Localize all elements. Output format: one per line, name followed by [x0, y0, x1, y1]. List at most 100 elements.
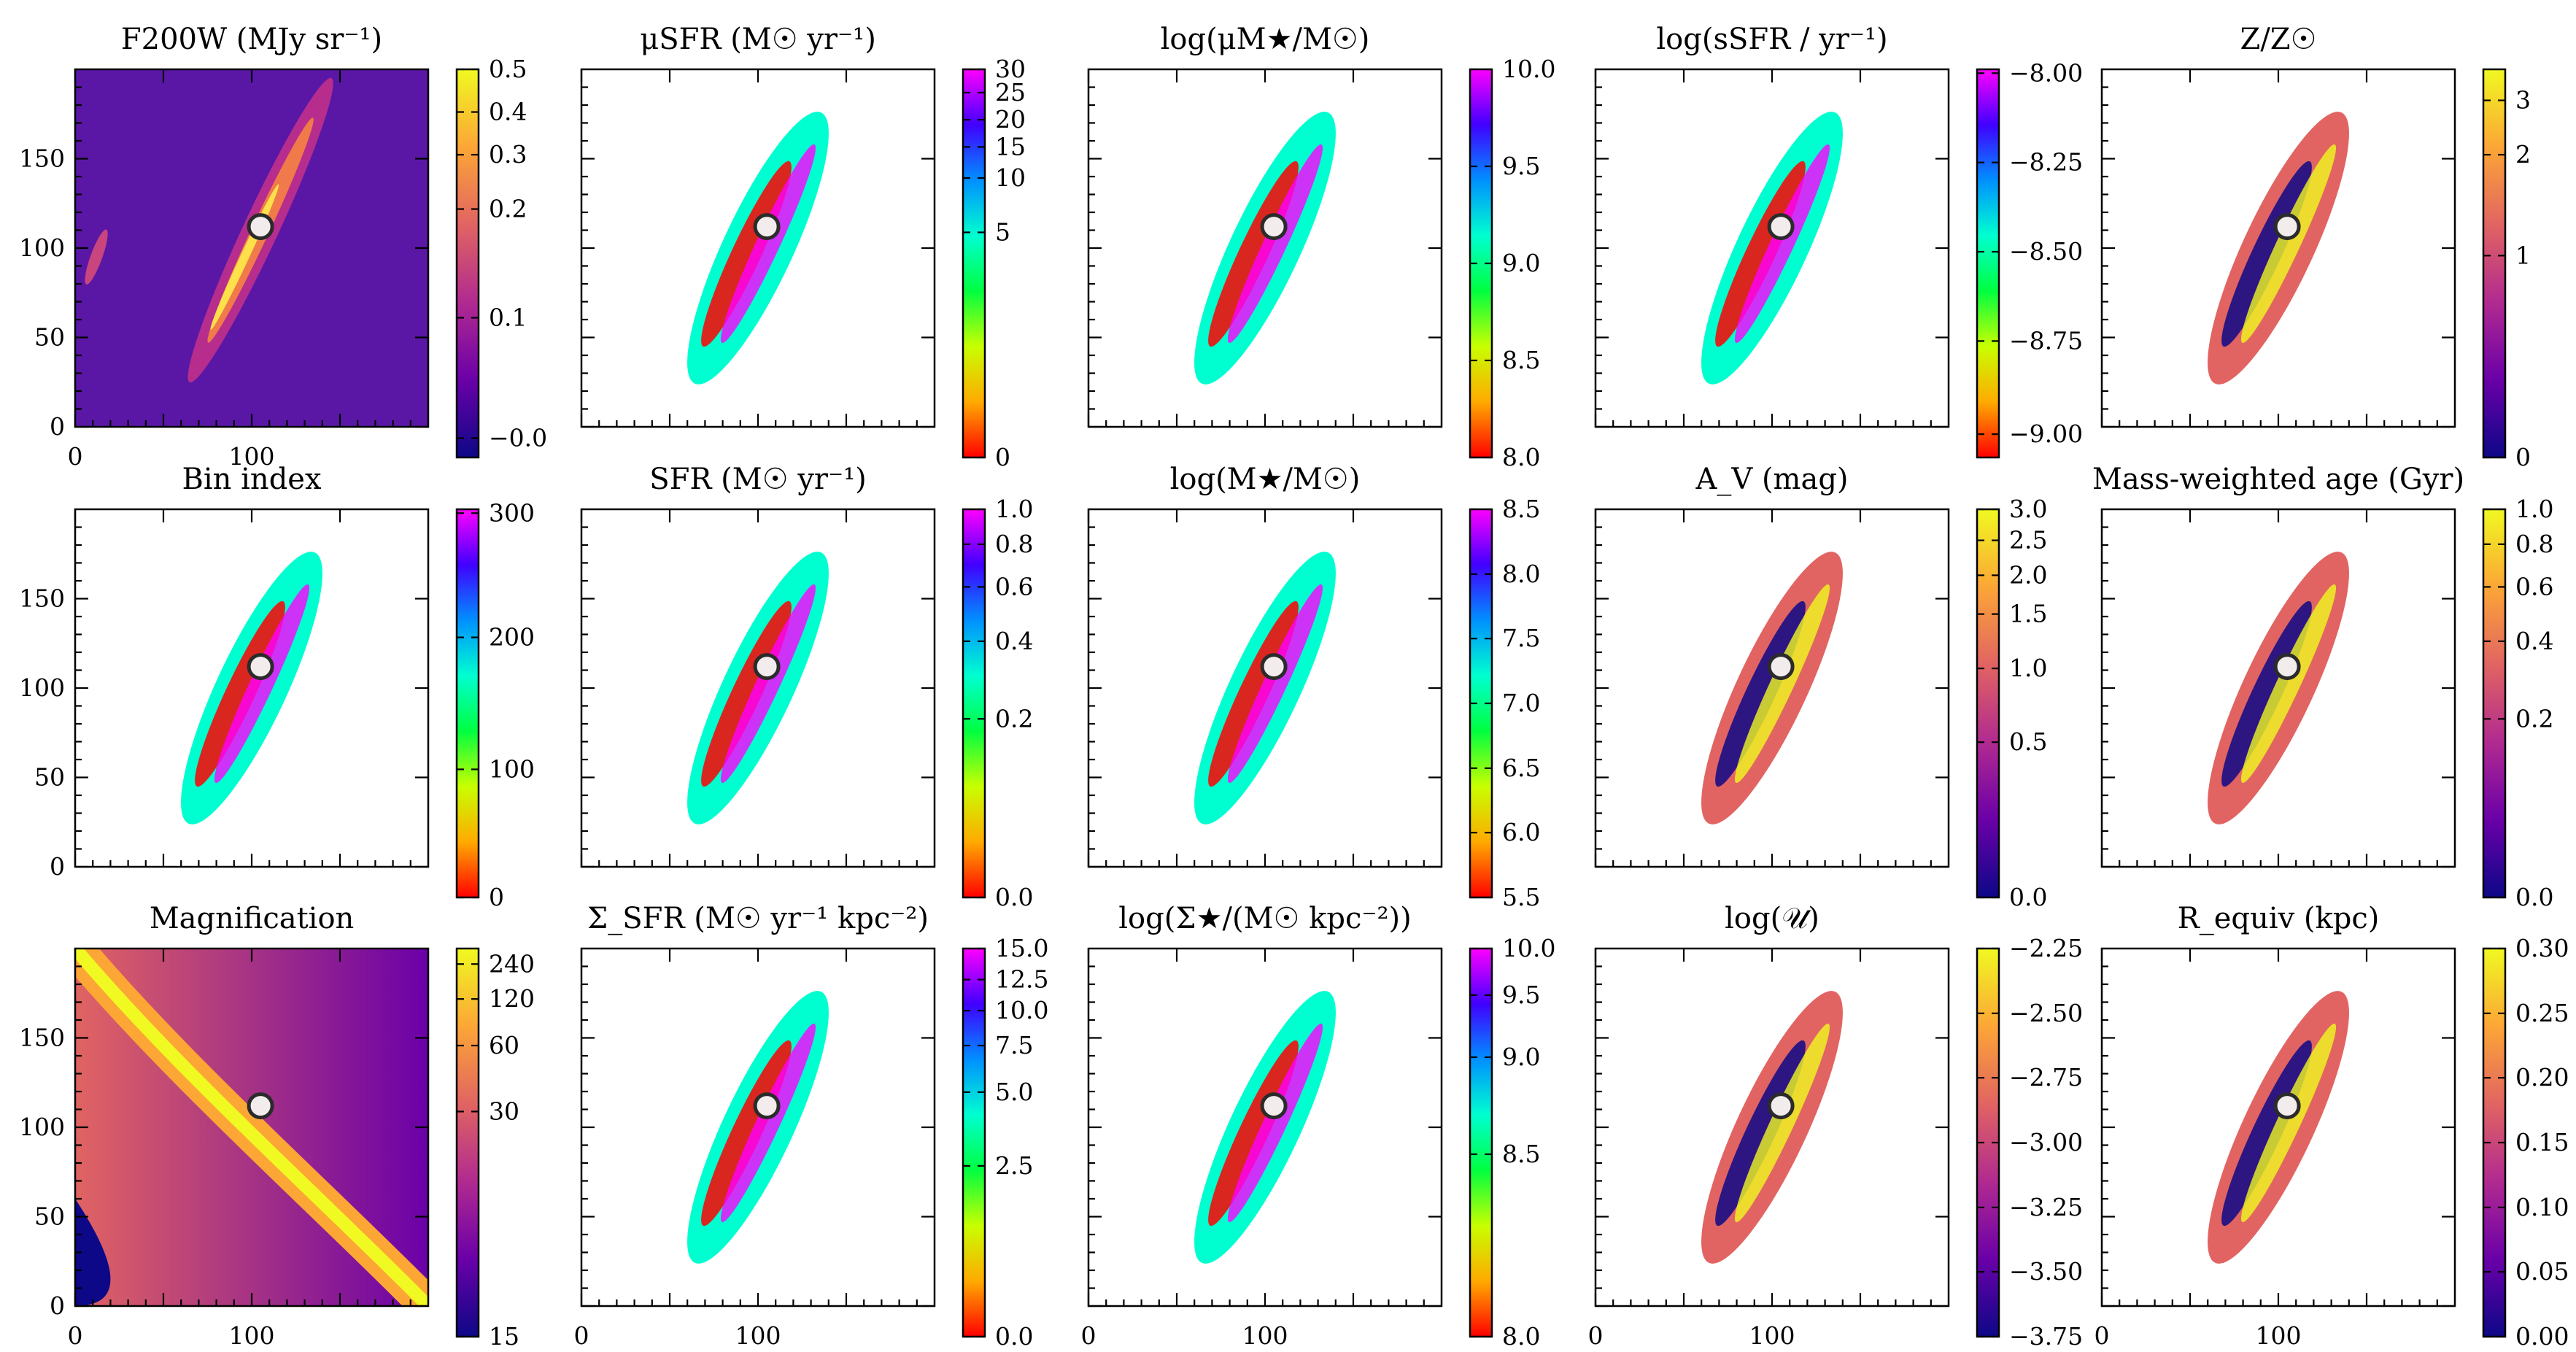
- y-tick-label: 100: [19, 673, 65, 702]
- x-tick-label: 0: [68, 1321, 83, 1350]
- colorbar-tick-label: 0.0: [2009, 883, 2047, 911]
- x-tick-label: 100: [1749, 1321, 1795, 1350]
- colorbar-frame: [962, 508, 986, 899]
- companion-source: [85, 229, 108, 285]
- galaxy-map-low-region: [1715, 600, 1806, 787]
- colorbar-tick-label: 8.5: [1502, 1140, 1540, 1168]
- y-tick-label: 50: [34, 763, 65, 792]
- colorbar-frame: [962, 947, 986, 1338]
- panel-title: log(𝒰): [1725, 902, 1819, 935]
- colorbar-tick-label: −0.0: [489, 423, 547, 452]
- panel-image: [75, 949, 428, 1306]
- colorbar-tick-label: 5.5: [1502, 883, 1540, 911]
- colorbar-tick-label: 0.5: [489, 55, 527, 83]
- x-tick-label: 0: [2095, 1321, 2110, 1350]
- colorbar-tick-label: 0.5: [2009, 727, 2047, 756]
- lens-marker: [1767, 1092, 1795, 1120]
- panel-title: Mass-weighted age (Gyr): [2092, 463, 2464, 496]
- colorbar-tick-label: −8.50: [2009, 237, 2083, 266]
- galaxy-map-high-region: [1734, 144, 1830, 344]
- colorbar-tick-label: 0.2: [489, 195, 527, 223]
- colorbar: [1977, 69, 1999, 457]
- lens-marker: [1767, 213, 1795, 241]
- colorbar-tick-label: 15.0: [995, 934, 1048, 962]
- colorbar-tick-label: 3: [2515, 86, 2531, 115]
- galaxy-map-high-region: [720, 1023, 816, 1223]
- colorbar-tick-label: 1.0: [2515, 495, 2553, 523]
- colorbar-frame: [1976, 68, 2000, 459]
- panel-4: log(sSFR / yr⁻¹) −9.00 −8.75 −8.50 −8.25 −8.0…: [1594, 23, 2083, 459]
- y-tick-label: 150: [19, 584, 65, 613]
- panel-13: log(Σ★/(M☉ kpc⁻²)) 0 100 8.0 8.5 9.0 9.5 10.0: [1081, 902, 1556, 1351]
- panel-7: SFR (M☉ yr⁻¹) 0.0 0.2 0.4 0.6 0.8 1.0: [580, 463, 1033, 911]
- colorbar-tick-label: 200: [489, 623, 535, 652]
- panel-title: log(μM★/M☉): [1161, 23, 1370, 56]
- colorbar: [963, 69, 985, 457]
- y-tick-label: 50: [34, 323, 65, 352]
- lens-marker: [247, 213, 274, 241]
- colorbar-tick-label: 0.30: [2515, 934, 2569, 962]
- galaxy-map-high-region: [2240, 584, 2337, 784]
- colorbar-tick-label: −3.00: [2009, 1128, 2083, 1156]
- colorbar-tick-label: −3.75: [2009, 1322, 2083, 1351]
- colorbar-tick-label: 5.0: [995, 1078, 1033, 1106]
- colorbar-tick-label: 0: [2515, 443, 2531, 471]
- colorbar-tick-label: 7.5: [1502, 624, 1540, 652]
- colorbar-tick-label: 8.5: [1502, 346, 1540, 374]
- x-tick-label: 100: [229, 1321, 275, 1350]
- colorbar-tick-label: 15: [995, 132, 1026, 161]
- galaxy-map-high-region: [1227, 1023, 1323, 1223]
- galaxy-map-high-region: [1734, 1023, 1830, 1223]
- lens-marker: [753, 1092, 781, 1120]
- colorbar-tick-label: 6.0: [1502, 818, 1540, 846]
- colorbar: [457, 509, 479, 897]
- colorbar: [2483, 69, 2505, 457]
- panel-title: Bin index: [182, 463, 321, 496]
- panel-1: F200W (MJy sr⁻¹) 0 50 100 150 0 100 −0.0 0.1 0.2 0…: [19, 23, 547, 471]
- lens-marker: [2273, 213, 2301, 241]
- galaxy-map-low-region: [1208, 1040, 1299, 1227]
- panel-image: [1701, 991, 1843, 1264]
- galaxy-map-high-region: [2240, 144, 2337, 344]
- colorbar-tick-label: 0.6: [995, 572, 1033, 600]
- x-tick-label: 100: [229, 442, 275, 471]
- colorbar: [963, 949, 985, 1337]
- galaxy-map-low-region: [701, 161, 792, 347]
- colorbar-tick-label: 0.25: [2515, 999, 2569, 1027]
- colorbar-tick-label: 8.0: [1502, 560, 1540, 588]
- panel-image: [1194, 991, 1336, 1264]
- galaxy-map-low-region: [701, 600, 792, 787]
- colorbar-tick-label: −8.25: [2009, 148, 2083, 177]
- colorbar-tick-label: −3.50: [2009, 1257, 2083, 1286]
- panel-title: log(Σ★/(M☉ kpc⁻²)): [1118, 902, 1411, 935]
- colorbar-tick-label: 20: [995, 105, 1026, 134]
- colorbar-tick-label: −8.75: [2009, 326, 2083, 355]
- x-tick-label: 0: [1081, 1321, 1096, 1350]
- galaxy-map-low-region: [2221, 161, 2312, 347]
- x-tick-label: 100: [1242, 1321, 1288, 1350]
- colorbar-tick-label: 6.5: [1502, 754, 1540, 782]
- panel-title: Z/Z☉: [2240, 23, 2317, 56]
- colorbar-tick-label: 0.6: [2515, 572, 2553, 600]
- panel-14: log(𝒰) 0 100 −3.75 −3.50 −3.25 −3.00 −2.75 −2.50…: [1588, 902, 2084, 1351]
- lens-marker: [1767, 653, 1795, 681]
- colorbar-tick-label: 0.2: [2515, 704, 2553, 733]
- galaxy-map-low-region: [1715, 161, 1806, 347]
- colorbar-tick-label: 7.0: [1502, 689, 1540, 717]
- panel-15: R_equiv (kpc) 0 100 0.00 0.05 0.10 0.15 0.20 0.2…: [2095, 902, 2569, 1351]
- y-tick-label: 150: [19, 1024, 65, 1052]
- panel-11: Magnification 0 50 100 150 0 100 15 30 60 120 240: [19, 902, 535, 1351]
- panel-5: Z/Z☉ 0 1 2 3: [2100, 23, 2531, 471]
- panel-image: [2208, 991, 2349, 1264]
- colorbar-tick-label: 1.0: [2009, 654, 2047, 682]
- panel-image: [1194, 112, 1336, 385]
- lens-marker: [247, 653, 274, 681]
- panel-title: R_equiv (kpc): [2178, 902, 2380, 935]
- galaxy-map-high-region: [1227, 144, 1323, 344]
- colorbar-frame: [2482, 68, 2507, 459]
- galaxy-map-high-region: [214, 584, 310, 784]
- low-magnification-corner: [75, 1199, 111, 1306]
- panel-3: log(μM★/M☉) 8.0 8.5 9.0 9.5 10.0: [1087, 23, 1555, 471]
- panel-image: [181, 552, 322, 824]
- panel-image: [2208, 552, 2349, 824]
